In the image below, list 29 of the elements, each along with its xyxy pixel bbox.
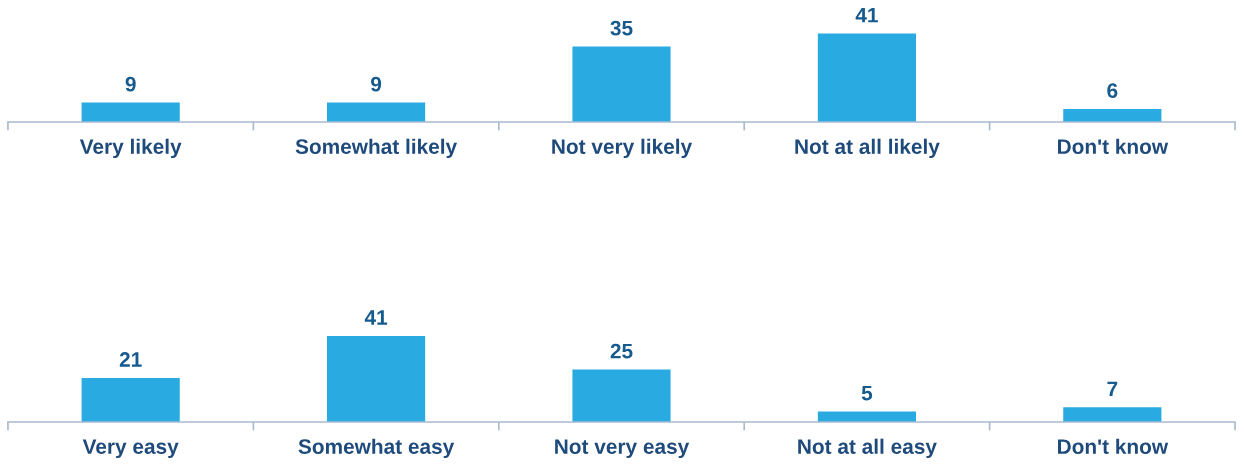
bar bbox=[327, 102, 426, 123]
x-tick-label: Not at all likely bbox=[795, 138, 940, 159]
data-label: 25 bbox=[610, 343, 633, 359]
data-label: 41 bbox=[364, 310, 388, 325]
x-tick-label: Very likely bbox=[79, 138, 182, 159]
bar bbox=[1063, 407, 1162, 423]
data-label: 41 bbox=[855, 8, 878, 23]
x-tick-label: Not very likely bbox=[552, 138, 693, 159]
x-tick-label: Don't know bbox=[1058, 438, 1169, 454]
data-label: 35 bbox=[610, 20, 633, 36]
bar bbox=[1063, 109, 1162, 123]
bar bbox=[81, 102, 180, 123]
x-tick-label: Not at all easy bbox=[798, 438, 937, 459]
bar bbox=[817, 33, 916, 123]
x-tick-label: Don't know bbox=[1058, 138, 1169, 154]
data-label: 21 bbox=[119, 352, 142, 367]
data-label: 6 bbox=[1107, 83, 1118, 99]
bar bbox=[327, 335, 426, 423]
x-tick-label: Not very easy bbox=[555, 439, 690, 459]
x-tick-label: Somewhat easy bbox=[298, 438, 455, 459]
data-label: 5 bbox=[861, 385, 873, 401]
bar bbox=[81, 377, 180, 423]
data-label: 9 bbox=[371, 76, 382, 92]
data-label: 9 bbox=[125, 76, 136, 92]
bar bbox=[572, 369, 671, 423]
x-tick-label: Very easy bbox=[82, 439, 179, 459]
data-label: 7 bbox=[1107, 381, 1118, 397]
bar bbox=[572, 46, 671, 123]
x-tick-label: Somewhat likely bbox=[295, 138, 458, 159]
